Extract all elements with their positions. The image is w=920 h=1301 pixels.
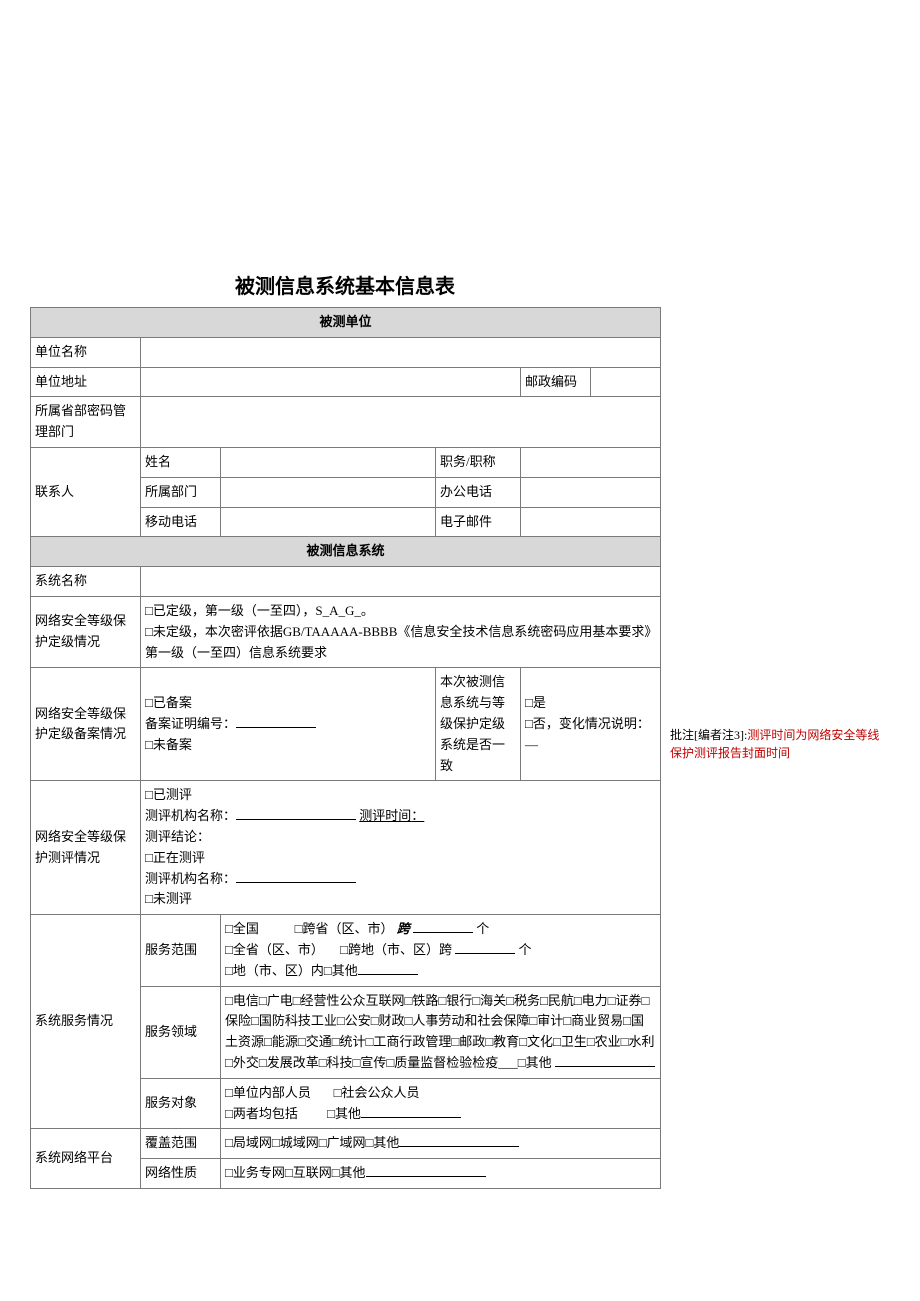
coverage-label: 覆盖范围 xyxy=(141,1129,221,1159)
scope-line3: □地（市、区）内□其他 xyxy=(225,961,656,982)
unit-name-label: 单位名称 xyxy=(31,337,141,367)
filing-cell[interactable]: □已备案 备案证明编号： □未备案 xyxy=(141,668,436,781)
eval-label: 网络安全等级保护测评情况 xyxy=(31,781,141,915)
office-tel-value[interactable] xyxy=(521,477,661,507)
postal-value[interactable] xyxy=(591,367,661,397)
contact-label: 联系人 xyxy=(31,447,141,536)
scope-cell[interactable]: □全国 □跨省（区、市） 跨 个 □全省（区、市） □跨地（市、区）跨 个 xyxy=(221,915,661,986)
section1-header: 被测单位 xyxy=(31,308,661,338)
filing-none: □未备案 xyxy=(145,735,431,756)
eval-org-line: 测评机构名称： 测评时间： xyxy=(145,806,656,827)
sys-name-label: 系统名称 xyxy=(31,567,141,597)
coverage-text: □局域网□城域网□广域网□其他 xyxy=(225,1135,399,1150)
grade-line2: □未定级，本次密评依据GB/TAAAAA-BBBB《信息安全技术信息系统密码应用… xyxy=(145,622,656,664)
unit-addr-value[interactable] xyxy=(141,367,521,397)
dept-value[interactable] xyxy=(141,397,661,448)
nature-text: □业务专网□互联网□其他 xyxy=(225,1165,366,1180)
info-table: 被测单位 单位名称 单位地址 邮政编码 所属省部密码管理部门 联系人 xyxy=(30,307,661,1189)
postal-label: 邮政编码 xyxy=(521,367,591,397)
filing-num: 备案证明编号： xyxy=(145,714,431,735)
office-tel-label: 办公电话 xyxy=(436,477,521,507)
unit-name-value[interactable] xyxy=(141,337,661,367)
grade-line1: □已定级，第一级（一至四），S_A_G_。 xyxy=(145,601,656,622)
dept-label: 所属省部密码管理部门 xyxy=(31,397,141,448)
mobile-label: 移动电话 xyxy=(141,507,221,537)
sys-name-value[interactable] xyxy=(141,567,661,597)
grade-label: 网络安全等级保护定级情况 xyxy=(31,596,141,667)
grade-cell[interactable]: □已定级，第一级（一至四），S_A_G_。 □未定级，本次密评依据GB/TAAA… xyxy=(141,596,661,667)
eval-cell[interactable]: □已测评 测评机构名称： 测评时间： 测评结论： □正在测评 测评机构名称： □… xyxy=(141,781,661,915)
mobile-value[interactable] xyxy=(221,507,436,537)
consistency-no: □否，变化情况说明：— xyxy=(525,714,656,756)
eval-org-line2: 测评机构名称： xyxy=(145,869,656,890)
nature-cell[interactable]: □业务专网□互联网□其他 xyxy=(221,1159,661,1189)
contact-name-value[interactable] xyxy=(221,447,436,477)
target-label: 服务对象 xyxy=(141,1078,221,1129)
scope-line2: □全省（区、市） □跨地（市、区）跨 个 xyxy=(225,940,656,961)
domain-cell[interactable]: □电信□广电□经营性公众互联网□铁路□银行□海关□税务□民航□电力□证券□保险□… xyxy=(221,986,661,1078)
eval-done: □已测评 xyxy=(145,785,656,806)
consistency-cell[interactable]: □是 □否，变化情况说明：— xyxy=(521,668,661,781)
consistency-label: 本次被测信息系统与等级保护定级系统是否一致 xyxy=(436,668,521,781)
unit-addr-label: 单位地址 xyxy=(31,367,141,397)
target-cell[interactable]: □单位内部人员 □社会公众人员 □两者均包括 □其他 xyxy=(221,1078,661,1129)
target-line2: □两者均包括 □其他 xyxy=(225,1104,656,1125)
domain-label: 服务领域 xyxy=(141,986,221,1078)
target-line1: □单位内部人员 □社会公众人员 xyxy=(225,1083,656,1104)
contact-dept-value[interactable] xyxy=(221,477,436,507)
comment-block: 批注[编者注3]:测评时间为网络安全等线保护测评报告封面时间 xyxy=(660,270,890,762)
contact-title-value[interactable] xyxy=(521,447,661,477)
email-value[interactable] xyxy=(521,507,661,537)
nature-label: 网络性质 xyxy=(141,1159,221,1189)
contact-name-label: 姓名 xyxy=(141,447,221,477)
section2-header: 被测信息系统 xyxy=(31,537,661,567)
email-label: 电子邮件 xyxy=(436,507,521,537)
service-label: 系统服务情况 xyxy=(31,915,141,1129)
page-title: 被测信息系统基本信息表 xyxy=(30,270,660,299)
scope-label: 服务范围 xyxy=(141,915,221,986)
consistency-yes: □是 xyxy=(525,693,656,714)
platform-label: 系统网络平台 xyxy=(31,1129,141,1189)
eval-ongoing: □正在测评 xyxy=(145,848,656,869)
contact-dept-label: 所属部门 xyxy=(141,477,221,507)
filing-label: 网络安全等级保护定级备案情况 xyxy=(31,668,141,781)
eval-none: □未测评 xyxy=(145,889,656,910)
eval-conclusion: 测评结论： xyxy=(145,827,656,848)
comment-label: 批注[编者注3]: xyxy=(670,728,747,742)
coverage-cell[interactable]: □局域网□城域网□广域网□其他 xyxy=(221,1129,661,1159)
filing-done: □已备案 xyxy=(145,693,431,714)
contact-title-label: 职务/职称 xyxy=(436,447,521,477)
scope-line1: □全国 □跨省（区、市） 跨 个 xyxy=(225,919,656,940)
